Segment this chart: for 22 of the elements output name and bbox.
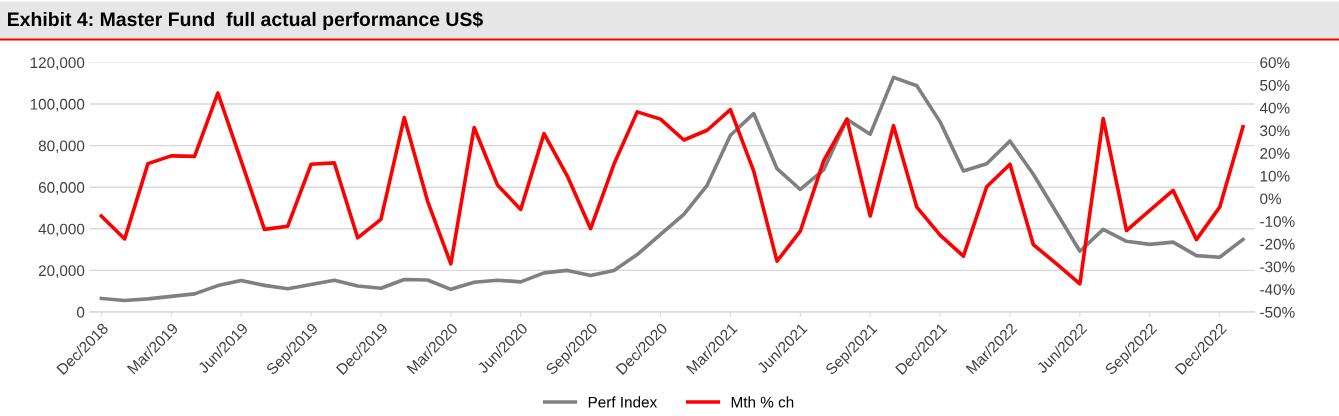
y-tick-label: 20,000 xyxy=(38,265,85,278)
chart-title: Exhibit 4: Master Fund full actual performance US$ xyxy=(8,11,483,31)
y2-tick-label: 50% xyxy=(1260,79,1290,91)
y2-tick-label: 30% xyxy=(1260,125,1290,137)
legend-label: Perf Index xyxy=(588,396,658,408)
y-tick-label: 40,000 xyxy=(38,223,85,237)
legend-label: Mth % ch xyxy=(731,396,794,408)
y-tick-label: 100,000 xyxy=(30,98,85,112)
y2-tick-label: 60% xyxy=(1260,57,1290,69)
y-tick-label: 80,000 xyxy=(38,140,85,154)
y-tick-label: 0 xyxy=(76,306,85,318)
y-tick-label: 60,000 xyxy=(38,182,85,195)
y2-tick-label: 20% xyxy=(1260,148,1290,159)
y2-tick-label: 0% xyxy=(1260,193,1282,205)
y-tick-label: 120,000 xyxy=(30,57,85,70)
y2-tick-label: 40% xyxy=(1259,102,1290,114)
y2-tick-label: -40% xyxy=(1260,284,1295,295)
y2-tick-label: 10% xyxy=(1260,170,1290,182)
y2-tick-label: -10% xyxy=(1260,216,1295,227)
y2-tick-label: -50% xyxy=(1260,306,1295,318)
y2-tick-label: -30% xyxy=(1260,261,1295,273)
y2-tick-label: -20% xyxy=(1260,238,1295,250)
